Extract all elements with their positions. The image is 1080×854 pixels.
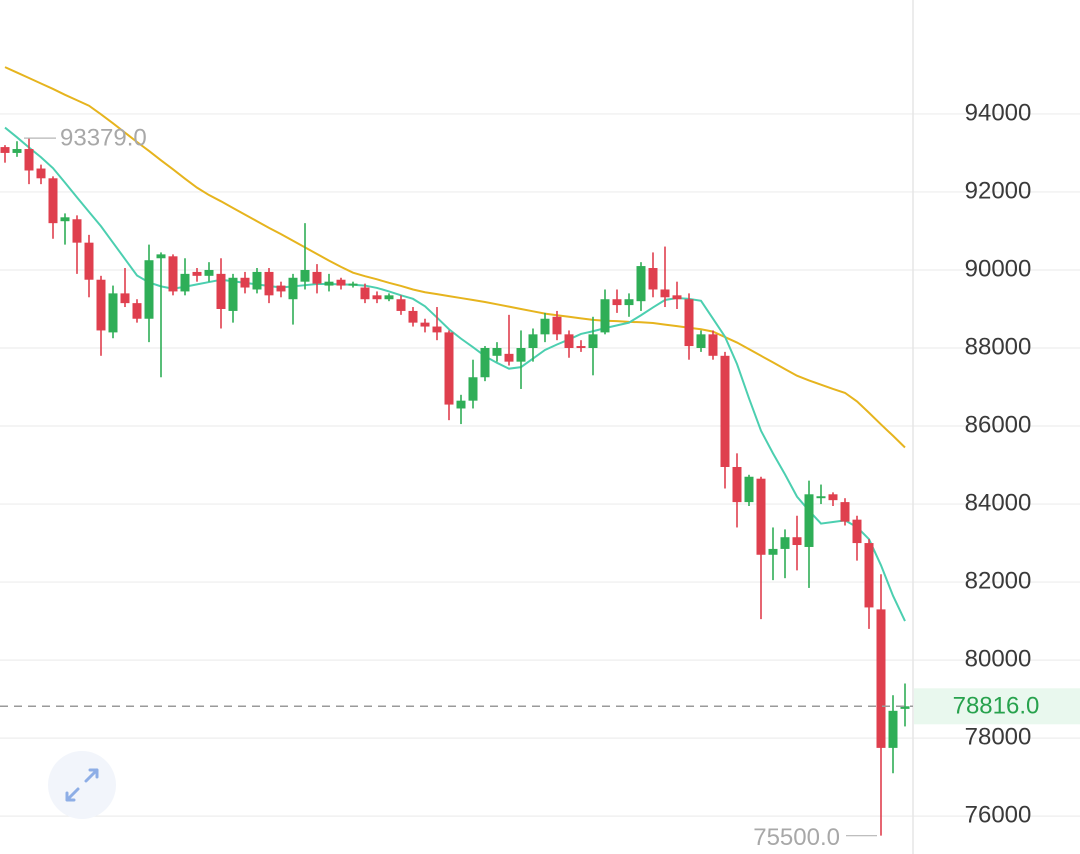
candle-body	[12, 149, 22, 153]
candle-body	[456, 400, 466, 409]
candle-body	[804, 494, 814, 547]
candle-body	[624, 299, 634, 306]
candle-body	[288, 277, 298, 300]
candle-body	[504, 353, 514, 362]
candle-body	[372, 295, 382, 300]
candle-body	[516, 347, 526, 362]
candle-body	[324, 281, 334, 286]
candle-body	[360, 287, 370, 300]
candle-body	[612, 299, 622, 306]
candle-body	[300, 269, 310, 282]
ma-line	[4, 66, 906, 449]
y-tick-label: 80000	[965, 645, 1032, 672]
candle-body	[540, 318, 550, 335]
y-tick-label: 94000	[965, 99, 1032, 126]
candle-body	[192, 271, 202, 276]
max-marker-label: 93379.0	[60, 124, 147, 151]
y-tick-label: 82000	[965, 567, 1032, 594]
candle-body	[312, 271, 322, 284]
candle-body	[180, 273, 190, 292]
min-marker-label: 75500.0	[753, 824, 840, 851]
candle-body	[240, 277, 250, 288]
candle-body	[228, 277, 238, 311]
candle-body	[744, 476, 754, 503]
candle-body	[756, 478, 766, 555]
y-tick-label: 90000	[965, 255, 1032, 282]
candle-body	[132, 303, 142, 319]
candle-body	[420, 322, 430, 327]
candle-body	[552, 316, 562, 335]
candle-body	[216, 273, 226, 309]
candle-body	[468, 377, 478, 401]
candle-body	[252, 271, 262, 290]
candle-body	[444, 332, 454, 405]
candle-body	[384, 295, 394, 300]
y-tick-label: 76000	[965, 802, 1032, 829]
candle-body	[648, 268, 658, 290]
y-tick-label: 78000	[965, 723, 1032, 750]
candle-body	[144, 260, 154, 319]
candle-body	[36, 168, 46, 179]
grid	[0, 113, 1080, 817]
candle-body	[672, 295, 682, 300]
candle-body	[816, 496, 826, 499]
candle-body	[528, 334, 538, 348]
candle-body	[684, 299, 694, 347]
candle-body	[72, 219, 82, 243]
candle-body	[480, 347, 490, 378]
candle-body	[708, 334, 718, 356]
plot	[0, 66, 910, 836]
candle-body	[660, 289, 670, 298]
candle-body	[876, 609, 886, 748]
candle-body	[96, 279, 106, 331]
candle-body	[492, 347, 502, 356]
candle-body	[156, 254, 166, 259]
candle-body	[768, 548, 778, 555]
expand-button-bg[interactable]	[48, 751, 116, 819]
candle-body	[48, 178, 58, 224]
expand-button[interactable]	[48, 751, 116, 819]
y-tick-label: 84000	[965, 489, 1032, 516]
candle-body	[900, 706, 910, 709]
candle-body	[60, 217, 70, 222]
candle-body	[432, 326, 442, 333]
candle-body	[408, 310, 418, 323]
ma-line	[4, 126, 906, 622]
last-price-label: 78816.0	[953, 693, 1040, 720]
candle-body	[0, 147, 10, 153]
y-tick-label: 88000	[965, 333, 1032, 360]
candle-body	[780, 537, 790, 549]
candle-body	[792, 537, 802, 546]
candle-body	[600, 299, 610, 333]
candle-body	[24, 149, 34, 171]
candle-body	[396, 299, 406, 311]
candle-body	[576, 346, 586, 348]
candle-body	[168, 256, 178, 292]
candle-body	[348, 283, 358, 286]
candle-body	[840, 502, 850, 522]
candle-body	[84, 242, 94, 280]
candle-body	[636, 266, 646, 302]
candle-body	[888, 710, 898, 748]
candle-body	[732, 466, 742, 503]
last-price-box	[914, 688, 1080, 725]
candle-body	[264, 271, 274, 296]
candle-body	[120, 293, 130, 304]
y-tick-label: 92000	[965, 177, 1032, 204]
candle-body	[828, 494, 838, 501]
candle-body	[204, 269, 214, 276]
candle-body	[564, 334, 574, 348]
candle-body	[852, 519, 862, 544]
candle-body	[720, 355, 730, 467]
candle-body	[588, 334, 598, 348]
candle-body	[336, 279, 346, 286]
candle-body	[696, 334, 706, 348]
candle-body	[108, 293, 118, 333]
candle-body	[276, 285, 286, 292]
candle-body	[864, 543, 874, 608]
y-tick-label: 86000	[965, 411, 1032, 438]
expand-icon[interactable]	[65, 768, 99, 802]
